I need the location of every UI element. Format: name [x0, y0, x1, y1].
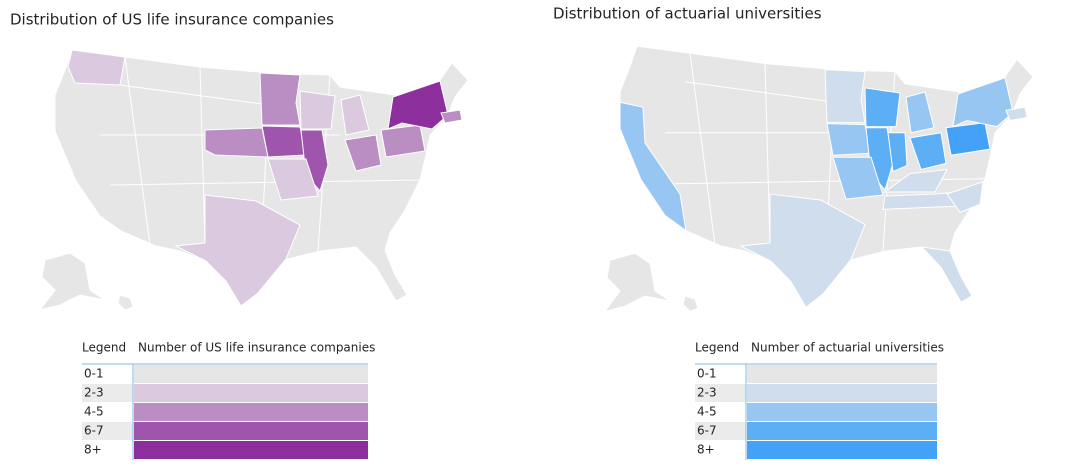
row-label: 8+ — [84, 443, 102, 457]
state — [259, 72, 301, 126]
state — [67, 49, 126, 86]
state — [299, 90, 336, 130]
map-title: Distribution of US life insurance compan… — [10, 11, 334, 29]
state-border — [764, 63, 771, 246]
legend-table: Legend Number of actuarial universities 0-… — [695, 341, 944, 460]
table-header: Legend — [82, 341, 126, 355]
hawaii — [117, 294, 134, 311]
alaska — [38, 252, 106, 311]
row-label-bg — [82, 403, 133, 421]
state — [739, 193, 866, 308]
legend-table: Legend Number of US life insurance compan… — [82, 341, 375, 460]
state — [1005, 106, 1028, 122]
color-swatch — [747, 441, 937, 459]
row-label: 0-1 — [84, 367, 104, 381]
state — [440, 109, 463, 124]
state — [619, 101, 687, 232]
state — [344, 134, 382, 172]
state — [883, 168, 948, 193]
row-label: 4-5 — [84, 405, 104, 419]
table-header: Number of actuarial universities — [751, 341, 944, 355]
state — [905, 91, 935, 134]
color-swatch — [134, 403, 368, 421]
map-title: Distribution of actuarial universities — [553, 5, 822, 23]
us-map — [38, 49, 469, 311]
state — [261, 125, 307, 158]
row-label-bg — [695, 422, 746, 440]
table-header: Number of US life insurance companies — [138, 341, 375, 355]
state — [174, 194, 301, 307]
row-label: 2-3 — [84, 386, 104, 400]
state-border — [199, 66, 206, 246]
state-border — [684, 81, 836, 103]
table-header: Legend — [695, 341, 739, 355]
state — [832, 156, 884, 200]
row-label: 4-5 — [697, 405, 717, 419]
row-label-bg — [82, 422, 133, 440]
alaska — [603, 252, 671, 313]
state — [952, 77, 1014, 128]
state — [380, 124, 426, 158]
row-label-bg — [82, 365, 133, 383]
row-label: 6-7 — [84, 424, 104, 438]
row-label: 0-1 — [697, 367, 717, 381]
row-label-bg — [695, 441, 746, 459]
state — [887, 132, 908, 173]
us-map — [603, 45, 1034, 313]
state — [824, 69, 866, 124]
row-label-bg — [82, 384, 133, 402]
row-label-bg — [695, 384, 746, 402]
row-label-bg — [695, 365, 746, 383]
state — [946, 181, 984, 213]
row-label: 6-7 — [697, 424, 717, 438]
state — [826, 123, 872, 156]
row-label: 2-3 — [697, 386, 717, 400]
state — [267, 158, 319, 201]
color-swatch — [134, 365, 368, 383]
state — [387, 80, 449, 130]
state — [864, 87, 901, 128]
state-border — [119, 84, 271, 106]
row-label-bg — [695, 403, 746, 421]
color-swatch — [134, 384, 368, 402]
state-border — [124, 56, 151, 246]
row-label-bg — [82, 441, 133, 459]
state — [340, 94, 370, 136]
state — [920, 246, 973, 303]
state — [204, 127, 269, 158]
color-swatch — [747, 403, 937, 421]
state-border — [689, 53, 716, 246]
color-swatch — [747, 422, 937, 440]
color-swatch — [747, 365, 937, 383]
color-swatch — [747, 384, 937, 402]
state-border — [109, 179, 421, 186]
hawaii — [682, 295, 699, 312]
state — [945, 122, 991, 156]
state — [909, 132, 947, 171]
color-swatch — [134, 422, 368, 440]
row-label: 8+ — [697, 443, 715, 457]
color-swatch — [134, 441, 368, 459]
